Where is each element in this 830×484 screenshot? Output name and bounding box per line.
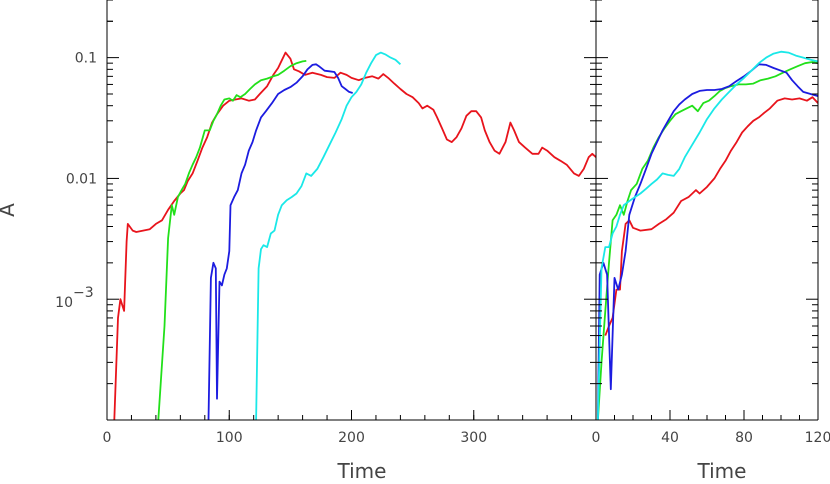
left-series-line-1 [113,51,596,420]
y-tick-label-0.1: 0.1 [75,51,97,67]
y-axis-title: A [0,203,19,217]
left-x-axis-title: Time [337,459,387,483]
right-series-line-4 [597,50,818,420]
right-x-tick-label: 0 [592,430,601,446]
left-series-line-4 [255,51,402,420]
right-series-line-2 [597,61,818,420]
right-x-tick-label: 80 [735,430,753,446]
left-x-tick-label: 300 [460,430,487,446]
right-panel: 0 40 80 120 [592,0,830,446]
y-tick-label-1e-3-exponent: −3 [73,285,94,301]
right-x-axis-title: Time [697,459,747,483]
y-tick-label-0.01: 0.01 [66,171,97,187]
right-series-line-1 [604,96,818,336]
right-x-tick-label: 40 [661,430,679,446]
left-x-tick-label: 100 [216,430,243,446]
right-series-line-3 [597,63,818,420]
right-x-tick-label: 120 [805,430,830,446]
y-tick-label-1e-3-base: 10 [55,295,73,311]
left-series-line-3 [207,63,353,420]
left-series-line-2 [157,60,307,420]
left-panel: 0 100 200 300 0.1 0.01 10−3 [55,0,597,446]
left-x-tick-label: 0 [103,430,112,446]
left-x-tick-label: 200 [338,430,365,446]
